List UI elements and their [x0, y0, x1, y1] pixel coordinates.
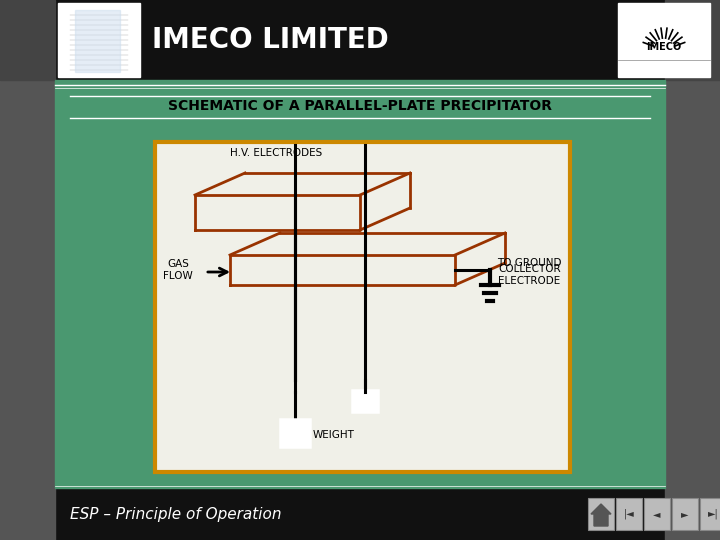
Bar — [0, 0, 55, 80]
Text: WEIGHT: WEIGHT — [313, 430, 355, 440]
Polygon shape — [591, 504, 611, 526]
Bar — [672, 498, 698, 530]
Text: SCHEMATIC OF A PARALLEL-PLATE PRECIPITATOR: SCHEMATIC OF A PARALLEL-PLATE PRECIPITAT… — [168, 99, 552, 113]
Bar — [58, 3, 140, 77]
Bar — [700, 498, 720, 530]
Text: ►|: ►| — [708, 509, 719, 519]
Bar — [588, 498, 614, 530]
Text: ◄: ◄ — [653, 509, 661, 519]
Bar — [616, 498, 642, 530]
Bar — [665, 0, 720, 540]
Bar — [75, 10, 120, 72]
Bar — [644, 498, 670, 530]
Bar — [280, 419, 310, 447]
Bar — [618, 3, 710, 77]
Text: TO GROUND: TO GROUND — [497, 258, 562, 268]
Bar — [665, 0, 720, 80]
Bar — [55, 0, 665, 80]
Text: COLLECTOR
ELECTRODE: COLLECTOR ELECTRODE — [498, 264, 561, 286]
Text: H.V. ELECTRODES: H.V. ELECTRODES — [230, 148, 323, 158]
Bar — [55, 80, 665, 488]
Bar — [55, 488, 665, 540]
Text: |◄: |◄ — [624, 509, 634, 519]
Text: IMECO: IMECO — [647, 42, 682, 52]
Text: GAS
FLOW: GAS FLOW — [163, 259, 193, 281]
Bar — [0, 488, 55, 540]
Bar — [155, 142, 570, 472]
Text: ►: ► — [681, 509, 689, 519]
Bar — [155, 142, 570, 472]
Bar — [665, 488, 720, 540]
Text: ESP – Principle of Operation: ESP – Principle of Operation — [70, 507, 282, 522]
Bar — [352, 390, 378, 412]
Bar — [0, 0, 55, 540]
Text: IMECO LIMITED: IMECO LIMITED — [152, 26, 389, 54]
